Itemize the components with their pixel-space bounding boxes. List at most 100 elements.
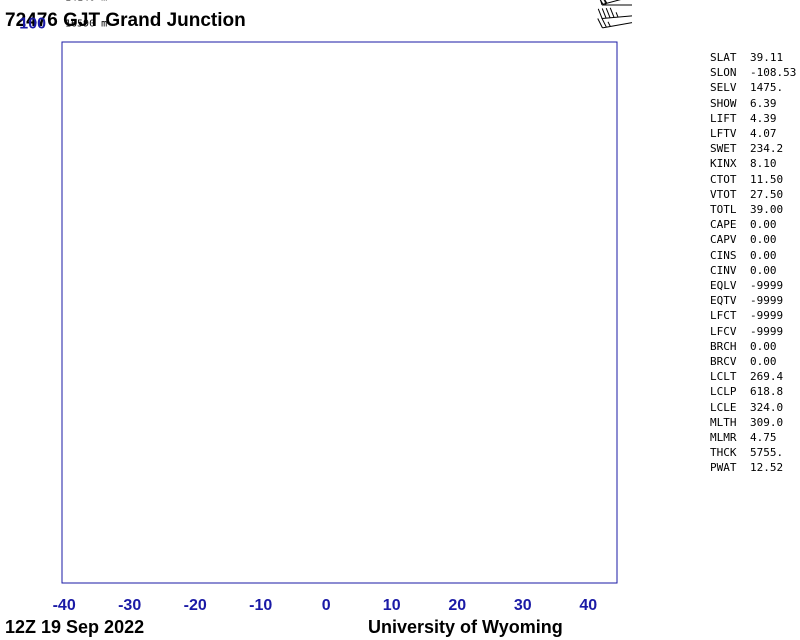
wind-barb (599, 0, 621, 5)
observation-time: 12Z 19 Sep 2022 (5, 617, 145, 637)
index-value: 234.2 (750, 142, 784, 156)
index-name: LCLP (710, 385, 737, 399)
index-value: 309.0 (750, 415, 784, 429)
index-value: 39.00 (750, 203, 784, 217)
index-name: KINX (710, 157, 737, 171)
index-row: MLTH 309.0 (710, 415, 796, 430)
index-value: -9999 (750, 324, 784, 338)
dry-adiabat-line (0, 0, 335, 23)
index-name: CAPV (710, 233, 737, 247)
index-name: MLMR (710, 431, 737, 445)
index-value: -9999 (750, 279, 784, 293)
dry-adiabat-line (0, 0, 800, 23)
index-row: VTOT 27.50 (710, 187, 796, 202)
index-value: 12.52 (750, 461, 784, 475)
index-value: 618.8 (750, 385, 784, 399)
index-name: SLON (710, 66, 737, 80)
index-row: BRCV 0.00 (710, 354, 796, 369)
index-value: 324.0 (750, 400, 784, 414)
index-row: LFTV 4.07 (710, 126, 796, 141)
index-name: EQLV (710, 279, 737, 293)
dry-adiabat-line (0, 0, 800, 23)
index-row: BRCH 0.00 (710, 339, 796, 354)
temperature-tick-label: 0 (322, 597, 331, 614)
index-name: CAPE (710, 218, 737, 232)
index-name: BRCV (710, 355, 737, 369)
index-name: EQTV (710, 294, 737, 308)
index-name: LFCT (710, 309, 737, 323)
index-row: PWAT 12.52 (710, 460, 796, 475)
height-label: 16590 m (65, 19, 107, 30)
dry-adiabat-line (0, 0, 402, 23)
wind-barb (597, 17, 633, 29)
index-row: CAPE 0.00 (710, 217, 796, 232)
index-value: 6.39 (750, 96, 777, 110)
index-value: 0.00 (750, 233, 777, 247)
index-name: VTOT (710, 187, 737, 201)
index-value: 0.00 (750, 339, 777, 353)
index-value: 0.00 (750, 248, 777, 262)
index-row: MLMR 4.75 (710, 430, 796, 445)
pressure-tick-label: 100 (19, 16, 46, 33)
wind-barb (597, 7, 633, 20)
dry-adiabat-line (0, 0, 3, 23)
index-name: PWAT (710, 461, 737, 475)
index-value: -9999 (750, 294, 784, 308)
index-row: LCLT 269.4 (710, 369, 796, 384)
index-row: TOTL 39.00 (710, 202, 796, 217)
index-row: EQLV -9999 (710, 278, 796, 293)
index-name: CTOT (710, 172, 737, 186)
index-value: 0.00 (750, 355, 777, 369)
index-name: TOTL (710, 203, 737, 217)
index-row: LFCV -9999 (710, 324, 796, 339)
index-row: LCLE 324.0 (710, 400, 796, 415)
index-value: 8.10 (750, 157, 777, 171)
data-source: University of Wyoming (368, 617, 563, 637)
plot-area (0, 0, 800, 23)
index-row: SWET 234.2 (710, 141, 796, 156)
index-name: MLTH (710, 415, 737, 429)
temperature-tick-label: -20 (184, 597, 207, 614)
index-name: BRCH (710, 339, 737, 353)
index-row: SLON -108.53 (710, 65, 796, 80)
index-value: 39.11 (750, 51, 784, 64)
index-name: LCLE (710, 400, 737, 414)
sounding-indices-table: SLAT 39.11 SLON -108.53 SELV 1475. SHOW 6.39 LIF… (710, 50, 796, 476)
index-value: 0.00 (750, 218, 777, 232)
index-value: -9999 (750, 309, 784, 323)
index-row: SLAT 39.11 (710, 50, 796, 65)
index-row: SHOW 6.39 (710, 96, 796, 111)
index-value: 269.4 (750, 370, 784, 384)
index-name: LIFT (710, 111, 737, 125)
index-name: CINV (710, 263, 737, 277)
index-row: EQTV -9999 (710, 293, 796, 308)
temperature-tick-label: -30 (118, 597, 141, 614)
index-row: LFCT -9999 (710, 308, 796, 323)
index-row: LIFT 4.39 (710, 111, 796, 126)
temperature-tick-label: -40 (53, 597, 76, 614)
index-row: THCK 5755. (710, 445, 796, 460)
index-value: 4.39 (750, 111, 777, 125)
temperature-tick-label: 40 (579, 597, 597, 614)
index-row: CAPV 0.00 (710, 232, 796, 247)
index-row: CTOT 11.50 (710, 172, 796, 187)
index-name: LFTV (710, 127, 737, 141)
index-name: LCLT (710, 370, 737, 384)
index-value: 0.00 (750, 263, 777, 277)
index-name: SWET (710, 142, 737, 156)
height-label: 14140 m (65, 0, 107, 4)
index-row: LCLP 618.8 (710, 384, 796, 399)
index-row: CINS 0.00 (710, 248, 796, 263)
index-value: 11.50 (750, 172, 784, 186)
dry-adiabat-line (0, 0, 800, 23)
index-value: 1475. (750, 81, 784, 95)
index-name: SELV (710, 81, 737, 95)
index-value: -108.53 (750, 66, 797, 80)
temperature-tick-label: 30 (514, 597, 532, 614)
index-row: CINV 0.00 (710, 263, 796, 278)
temperature-tick-label: 10 (383, 597, 401, 614)
index-name: SLAT (710, 51, 737, 64)
index-value: 4.07 (750, 127, 777, 141)
temperature-tick-label: 20 (448, 597, 466, 614)
